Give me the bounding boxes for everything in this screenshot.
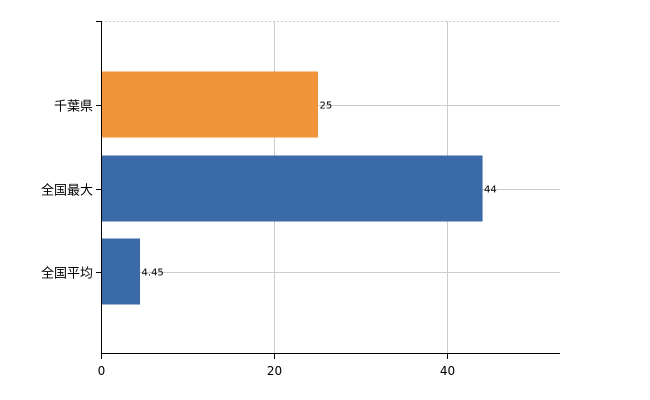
x-tick-label: 40 bbox=[440, 364, 455, 378]
x-tick-label: 20 bbox=[267, 364, 282, 378]
y-category-label: 千葉県 bbox=[54, 100, 93, 115]
y-category-label: 全国平均 bbox=[41, 266, 93, 282]
y-category-label: 全国最大 bbox=[41, 183, 93, 199]
x-tick-label: 0 bbox=[98, 364, 106, 378]
axes bbox=[96, 21, 560, 359]
bar bbox=[101, 238, 141, 305]
bar bbox=[101, 155, 483, 222]
data-label: 4.45 bbox=[142, 268, 164, 279]
data-label: 44 bbox=[484, 185, 497, 196]
bars bbox=[101, 71, 483, 305]
data-label: 25 bbox=[320, 101, 333, 112]
bar bbox=[101, 71, 319, 138]
